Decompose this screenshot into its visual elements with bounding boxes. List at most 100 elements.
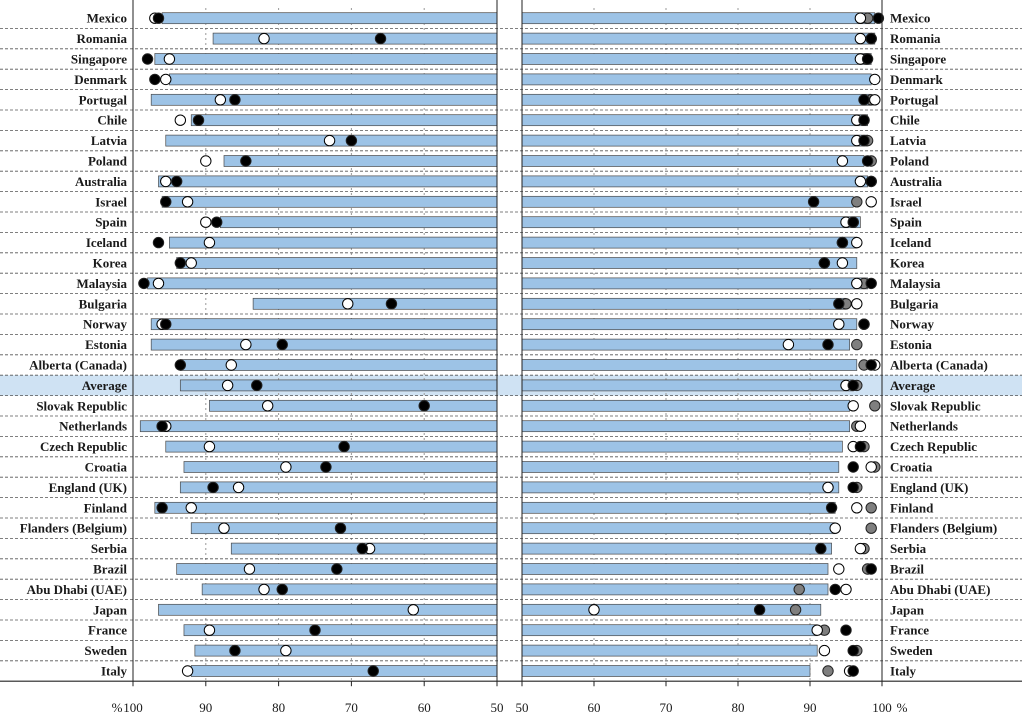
panel-frames	[0, 0, 1022, 682]
row-label-left: Alberta (Canada)	[29, 358, 127, 373]
right-white-dot	[865, 196, 877, 208]
row-label-left: Singapore	[71, 52, 127, 67]
right-black-dot	[847, 481, 859, 494]
right-tick-label: 60	[588, 700, 601, 715]
row-japan: Japan Japan	[93, 602, 925, 617]
right-black-dot	[825, 502, 838, 514]
row-france: France France	[88, 623, 929, 638]
row-label-right: England (UK)	[890, 480, 968, 495]
left-white-dot	[218, 522, 230, 534]
left-black-dot	[229, 94, 241, 106]
left-white-dot	[152, 277, 165, 290]
right-white-dot	[847, 400, 859, 412]
right-black-dot	[822, 338, 834, 351]
right-white-dot	[818, 644, 831, 657]
row-label-right: Romania	[890, 31, 941, 46]
right-white-dot	[854, 12, 867, 24]
right-black-dot	[858, 318, 870, 330]
left-white-dot	[181, 665, 194, 677]
left-black-dot	[152, 236, 165, 249]
right-white-dot	[869, 94, 881, 106]
row-label-right: Spain	[890, 215, 923, 230]
row-denmark: Denmark Denmark	[74, 72, 943, 87]
right-black-dot	[753, 604, 766, 616]
right-white-dot	[782, 338, 795, 351]
right-white-dot	[851, 236, 863, 249]
row-abu-dhabi-uae: Abu Dhabi (UAE) Abu Dhabi (UAE)	[27, 582, 991, 597]
row-label-left: Iceland	[86, 235, 128, 250]
right-bar	[521, 134, 868, 147]
row-label-right: Singapore	[890, 52, 946, 67]
right-white-dot	[836, 257, 849, 269]
right-tick-label: 100	[872, 700, 892, 715]
left-black-dot	[338, 440, 350, 453]
row-portugal: Portugal Portugal	[79, 92, 939, 107]
left-white-dot	[214, 94, 227, 106]
right-bar	[521, 277, 868, 290]
left-black-dot	[192, 114, 205, 126]
row-singapore: Singapore Singapore	[71, 52, 946, 67]
right-gray-dot	[793, 583, 805, 596]
right-white-dot	[840, 583, 852, 596]
row-label-right: Finland	[890, 500, 934, 515]
row-label-left: Estonia	[85, 337, 127, 352]
left-bar	[150, 93, 498, 106]
right-bar	[521, 583, 829, 596]
left-white-dot	[243, 563, 256, 575]
left-black-dot	[152, 12, 165, 24]
right-tick-label: 50	[516, 700, 529, 715]
left-bar	[190, 114, 498, 127]
right-bar	[521, 175, 868, 188]
right-black-dot	[865, 175, 877, 188]
right-black-dot	[807, 196, 820, 208]
right-gray-dot	[851, 338, 863, 351]
row-label-right: Czech Republic	[890, 439, 977, 454]
right-bar	[521, 522, 836, 535]
highlight-bands	[0, 375, 1022, 396]
row-label-right: Bulgaria	[890, 296, 939, 311]
right-white-dot	[811, 624, 823, 636]
right-black-dot	[858, 94, 870, 106]
right-bar	[521, 114, 868, 127]
left-white-dot	[174, 114, 187, 126]
row-israel: Israel Israel	[95, 194, 922, 209]
row-label-left: Korea	[93, 256, 128, 271]
row-label-left: Brazil	[93, 562, 127, 577]
left-white-dot	[258, 32, 270, 45]
row-label-left: Poland	[88, 154, 128, 169]
row-alberta-canada: Alberta (Canada) Alberta (Canada)	[29, 358, 988, 373]
left-unit-label: %	[112, 700, 123, 715]
left-tick-label: 80	[272, 700, 285, 715]
row-label-right: Netherlands	[890, 419, 958, 434]
row-label-right: Serbia	[890, 541, 927, 556]
row-spain: Spain Spain	[95, 215, 922, 230]
right-bar	[521, 563, 829, 575]
right-bar	[521, 379, 854, 392]
row-label-left: Chile	[97, 113, 127, 128]
row-malaysia: Malaysia Malaysia	[76, 276, 941, 291]
row-label-right: Chile	[890, 113, 920, 128]
right-white-dot	[854, 542, 867, 555]
right-bar	[521, 236, 858, 249]
row-label-left: Sweden	[84, 643, 127, 658]
left-bar	[183, 624, 498, 637]
row-label-left: Average	[82, 378, 127, 393]
row-label-left: England (UK)	[49, 480, 127, 495]
row-label-left: Finland	[84, 500, 128, 515]
right-white-dot	[854, 175, 867, 188]
right-black-dot	[815, 542, 827, 555]
left-bar	[183, 461, 498, 473]
left-black-dot	[331, 563, 343, 575]
row-label-right: Japan	[890, 602, 925, 617]
row-label-right: Alberta (Canada)	[890, 358, 988, 373]
left-white-dot	[342, 298, 354, 310]
row-estonia: Estonia Estonia	[85, 337, 932, 352]
row-brazil: Brazil Brazil	[93, 562, 924, 577]
right-white-dot	[833, 563, 845, 575]
row-bulgaria: Bulgaria Bulgaria	[79, 296, 939, 311]
row-label-left: Denmark	[74, 72, 127, 87]
right-white-dot	[854, 32, 867, 45]
row-england-uk: England (UK) England (UK)	[49, 480, 969, 495]
right-gray-dot	[851, 196, 863, 208]
row-label-right: Slovak Republic	[890, 398, 981, 413]
